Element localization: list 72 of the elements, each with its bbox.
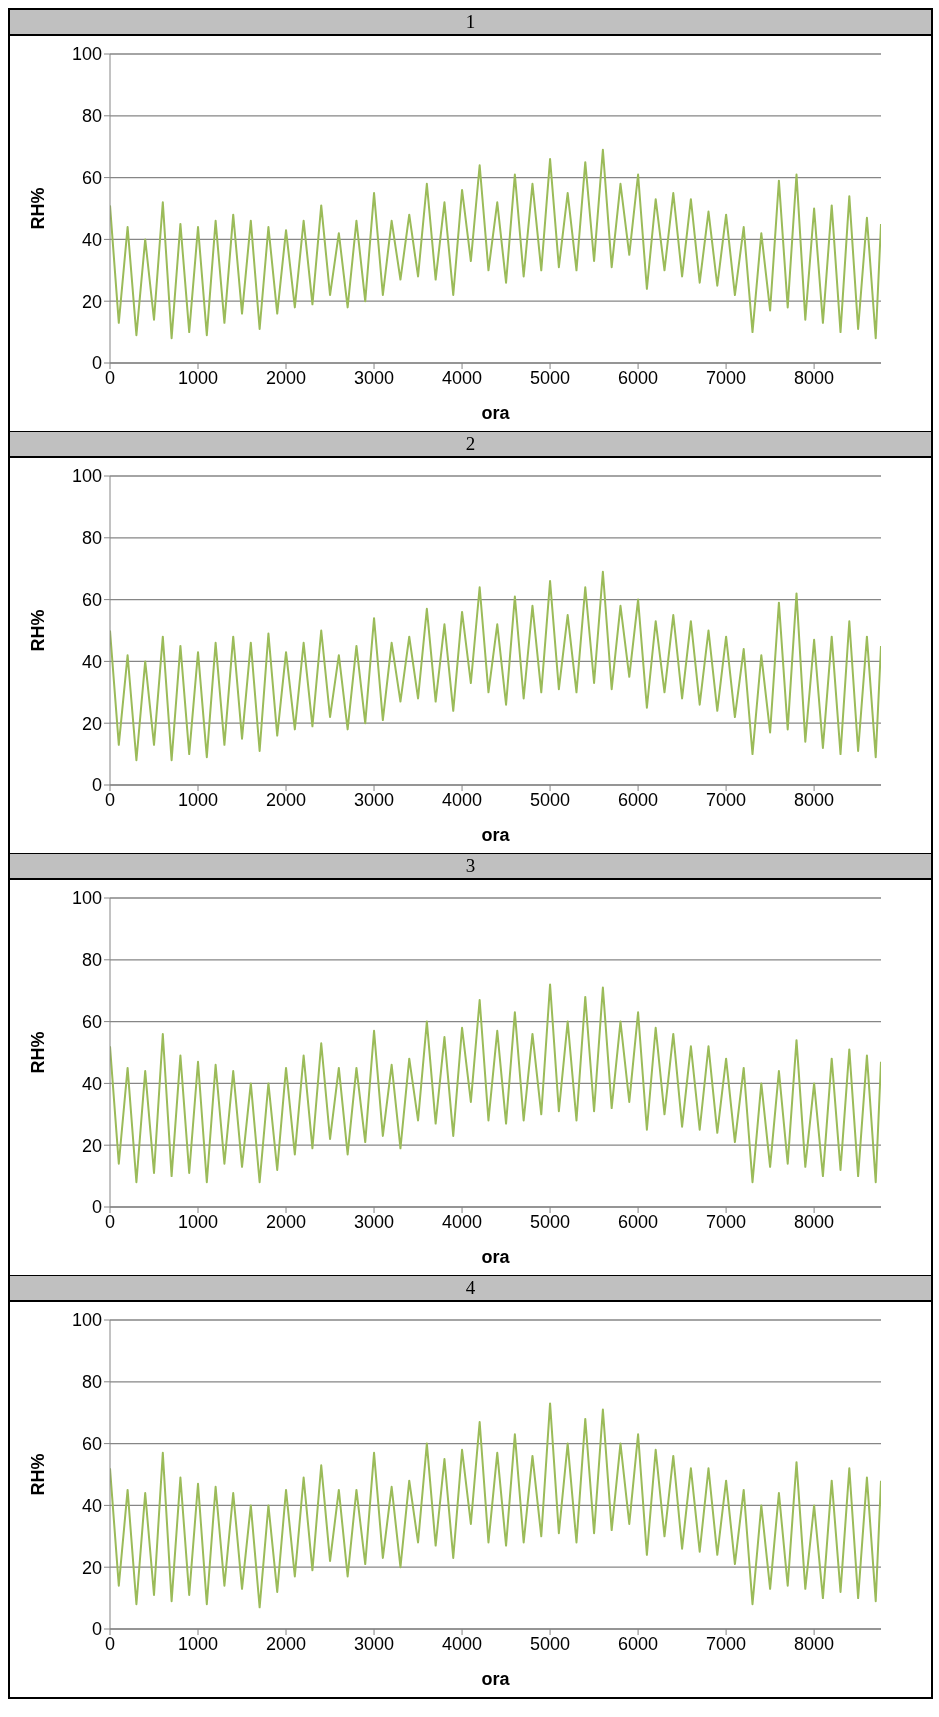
y-tick-label: 100 <box>71 888 102 909</box>
y-tick-label: 0 <box>91 353 102 374</box>
x-tick-label: 7000 <box>706 1211 747 1232</box>
x-tick-label: 8000 <box>794 367 835 388</box>
x-tick-label: 6000 <box>618 1211 659 1232</box>
x-tick-label: 3000 <box>354 367 395 388</box>
y-tick-label: 100 <box>71 1310 102 1331</box>
x-tick-label: 6000 <box>618 367 659 388</box>
x-tick-label: 5000 <box>530 367 571 388</box>
x-tick-label: 8000 <box>794 1211 835 1232</box>
y-tick-label: 80 <box>81 1372 102 1393</box>
y-tick-label: 40 <box>81 1073 102 1094</box>
x-axis-title: ora <box>481 825 511 845</box>
chart-title: 4 <box>10 1276 931 1302</box>
x-tick-label: 4000 <box>442 789 483 810</box>
x-tick-label: 4000 <box>442 1633 483 1654</box>
y-axis-title: RH% <box>28 609 49 652</box>
y-tick-label: 60 <box>81 1433 102 1454</box>
y-tick-label: 60 <box>81 589 102 610</box>
x-tick-label: 1000 <box>177 367 219 388</box>
x-tick-label: 1000 <box>177 789 219 810</box>
y-tick-label: 100 <box>71 466 102 487</box>
chart-title: 1 <box>10 10 931 36</box>
y-tick-label: 20 <box>81 291 102 312</box>
x-tick-label: 2000 <box>266 789 307 810</box>
y-axis-title: RH% <box>28 187 49 230</box>
y-tick-label: 80 <box>81 528 102 549</box>
x-tick-label: 0 <box>104 367 116 388</box>
y-tick-label: 40 <box>81 229 102 250</box>
x-tick-label: 3000 <box>354 1211 395 1232</box>
x-tick-label: 5000 <box>530 1211 571 1232</box>
x-tick-label: 4000 <box>442 367 483 388</box>
x-tick-label: 2000 <box>266 367 307 388</box>
x-axis-title: ora <box>481 1669 511 1689</box>
y-axis-title: RH% <box>28 1453 49 1496</box>
x-tick-label: 0 <box>104 1211 116 1232</box>
x-tick-label: 7000 <box>706 789 747 810</box>
x-axis-title: ora <box>481 403 511 423</box>
x-tick-label: 3000 <box>354 1633 395 1654</box>
chart-title: 3 <box>10 854 931 880</box>
y-tick-label: 20 <box>81 1135 102 1156</box>
x-tick-label: 0 <box>104 1633 116 1654</box>
x-tick-label: 4000 <box>442 1211 483 1232</box>
y-tick-label: 40 <box>81 1495 102 1516</box>
x-tick-label: 6000 <box>618 1633 659 1654</box>
x-tick-label: 1000 <box>177 1211 219 1232</box>
x-tick-label: 7000 <box>706 367 747 388</box>
x-axis-title: ora <box>481 1247 511 1267</box>
y-tick-label: 40 <box>81 651 102 672</box>
y-tick-label: 80 <box>81 106 102 127</box>
y-tick-label: 80 <box>81 950 102 971</box>
x-tick-label: 8000 <box>794 1633 835 1654</box>
y-tick-label: 0 <box>91 1197 102 1218</box>
y-tick-label: 0 <box>91 1619 102 1640</box>
y-tick-label: 20 <box>81 713 102 734</box>
x-tick-label: 7000 <box>706 1633 747 1654</box>
y-tick-label: 60 <box>81 1011 102 1032</box>
y-tick-label: 60 <box>81 167 102 188</box>
x-tick-label: 5000 <box>530 789 571 810</box>
y-tick-label: 100 <box>71 44 102 65</box>
y-tick-label: 20 <box>81 1557 102 1578</box>
y-tick-label: 0 <box>91 775 102 796</box>
x-tick-label: 5000 <box>530 1633 571 1654</box>
x-tick-label: 0 <box>104 789 116 810</box>
x-tick-label: 1000 <box>177 1633 219 1654</box>
x-tick-label: 2000 <box>266 1211 307 1232</box>
y-axis-title: RH% <box>28 1031 49 1074</box>
x-tick-label: 8000 <box>794 789 835 810</box>
x-tick-label: 2000 <box>266 1633 307 1654</box>
x-tick-label: 6000 <box>618 789 659 810</box>
x-tick-label: 3000 <box>354 789 395 810</box>
chart-title: 2 <box>10 432 931 458</box>
